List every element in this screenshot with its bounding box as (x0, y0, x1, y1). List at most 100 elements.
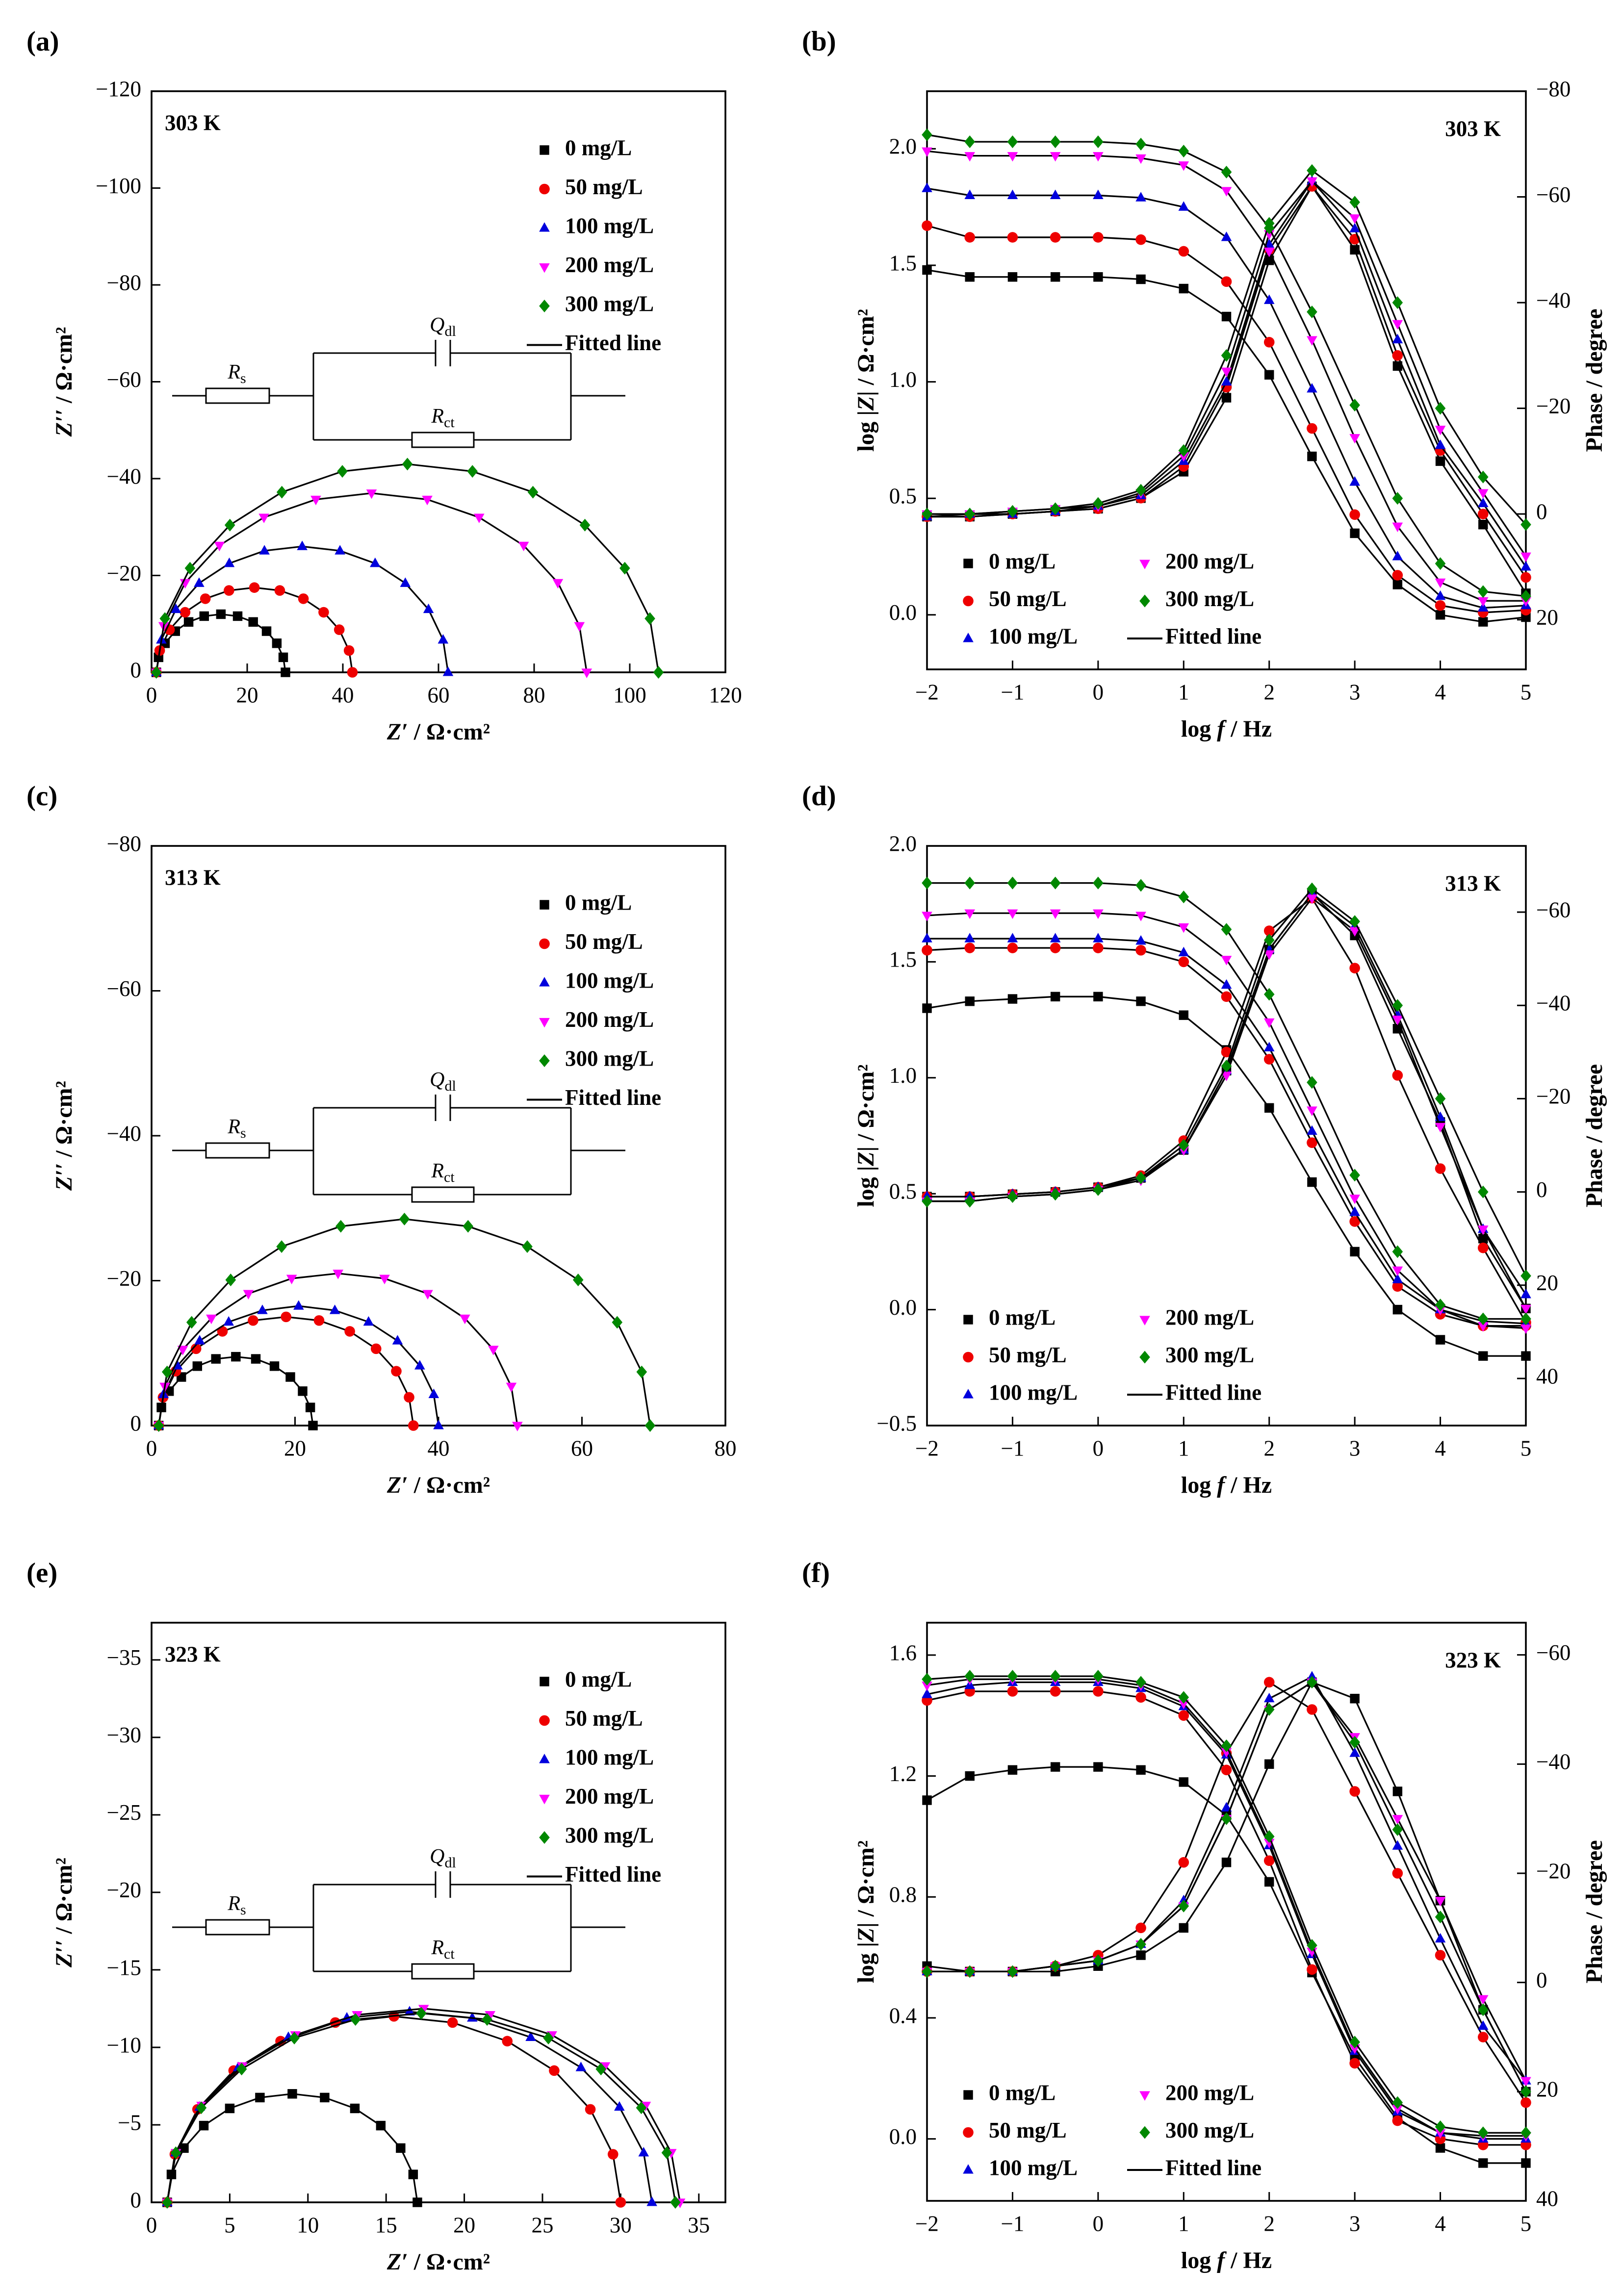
fitted-line (158, 1355, 314, 1426)
panel-label: (f) (802, 1557, 830, 1588)
marker-triangle-up (539, 222, 550, 232)
marker-diamond (402, 458, 413, 471)
marker-circle (1050, 943, 1061, 953)
marker-diamond (1435, 1911, 1446, 1924)
x-tick-label: 0 (1093, 1436, 1104, 1460)
marker-triangle-down (1139, 2091, 1150, 2101)
legend-label: 50 mg/L (989, 587, 1067, 611)
marker-triangle-down (333, 1270, 344, 1279)
y-tick-label: −20 (107, 561, 141, 586)
marker-triangle-down (1050, 152, 1061, 162)
marker-triangle-down (422, 1290, 433, 1300)
marker-circle (1221, 1046, 1232, 1058)
marker-circle (1307, 423, 1317, 434)
marker-square (965, 996, 975, 1006)
x-tick-label: 5 (1520, 680, 1532, 704)
circuit-subscript: dl (445, 323, 456, 339)
marker-circle (1007, 232, 1018, 243)
marker-diamond (964, 135, 976, 149)
marker-square (1264, 370, 1274, 380)
legend-label: 300 mg/L (565, 291, 654, 316)
marker-diamond (337, 465, 348, 478)
y-tick-label: −80 (107, 270, 141, 295)
y-tick-label: 0.0 (889, 1295, 917, 1320)
marker-triangle-down (1221, 367, 1232, 378)
legend-label: Fitted line (1165, 624, 1262, 648)
x-tick-label: 20 (453, 2213, 475, 2237)
marker-triangle-up (414, 1360, 425, 1370)
y-axis-label-part: Z′′ (51, 1940, 77, 1968)
fitted-line (927, 134, 1526, 597)
marker-circle (1178, 956, 1189, 968)
legend-label: Fitted line (565, 331, 661, 355)
marker-triangle-up (423, 603, 434, 613)
marker-square (1179, 1923, 1189, 1933)
marker-diamond (1135, 1172, 1146, 1185)
legend-label: 100 mg/L (565, 1745, 654, 1769)
marker-diamond (1307, 306, 1317, 318)
marker-diamond (1093, 1670, 1104, 1683)
legend-label: 0 mg/L (989, 549, 1056, 573)
marker-triangle-down (1007, 152, 1018, 162)
circuit-label: Rs (227, 361, 246, 386)
marker-square (963, 2090, 973, 2100)
marker-triangle-up (1392, 333, 1403, 344)
y-axis-label: Z′′ / Ω·cm² (51, 1858, 77, 1968)
y-axis-label-part: Z (853, 1151, 879, 1166)
marker-diamond (1007, 1190, 1018, 1203)
marker-triangle-up (1435, 439, 1446, 449)
marker-triangle-up (170, 603, 181, 613)
marker-circle (549, 2065, 560, 2076)
marker-circle (963, 1352, 974, 1363)
marker-triangle-up (1007, 189, 1018, 199)
marker-square (211, 1354, 221, 1364)
circuit-wire (172, 1094, 626, 1196)
circuit-symbol: R (431, 1937, 444, 1959)
marker-square (183, 617, 194, 627)
marker-diamond (1392, 1245, 1403, 1258)
marker-circle (281, 1311, 292, 1323)
marker-square (1050, 272, 1060, 282)
marker-triangle-down (1307, 1106, 1317, 1116)
marker-circle (334, 624, 345, 635)
x-axis-label-part: log (1181, 1472, 1217, 1498)
marker-square (1007, 272, 1018, 282)
y-axis-label-part: | / Ω·cm² (853, 1064, 879, 1151)
y2-tick-label: −60 (1536, 1640, 1571, 1665)
marker-square (285, 1372, 295, 1382)
marker-diamond (539, 1831, 550, 1844)
marker-triangle-down (1135, 912, 1146, 921)
marker-circle (1178, 1710, 1189, 1721)
x-tick-label: 30 (610, 2213, 632, 2237)
circuit-subscript: dl (445, 1078, 456, 1094)
marker-circle (922, 944, 932, 956)
marker-square (1435, 1335, 1445, 1345)
circuit-wire (172, 339, 626, 441)
marker-circle (1349, 2058, 1360, 2069)
marker-triangle-down (485, 2011, 496, 2021)
marker-square (1478, 2158, 1488, 2168)
marker-triangle-up (1349, 223, 1360, 232)
legend-label: 200 mg/L (1165, 549, 1254, 573)
y-tick-label: 2.0 (889, 134, 917, 159)
marker-circle (1178, 1857, 1189, 1868)
marker-diamond (196, 2101, 207, 2115)
x-tick-label: 15 (375, 2213, 397, 2237)
marker-triangle-down (1520, 1324, 1531, 1334)
marker-triangle-down (1307, 177, 1317, 187)
marker-triangle-down (1178, 161, 1189, 171)
marker-triangle-down (1178, 1700, 1189, 1709)
legend-label: 0 mg/L (565, 890, 632, 915)
marker-diamond (399, 1212, 410, 1225)
marker-circle (607, 2149, 618, 2160)
y-axis-label: log |Z| / Ω·cm² (853, 1064, 879, 1207)
legend-label: 50 mg/L (565, 1706, 643, 1731)
marker-triangle-up (1263, 1042, 1275, 1051)
marker-diamond (1349, 196, 1360, 209)
marker-square (1521, 2158, 1531, 2168)
marker-circle (1392, 1281, 1403, 1292)
marker-diamond (1263, 217, 1275, 230)
marker-triangle-down (243, 1290, 254, 1300)
marker-square (192, 1361, 203, 1371)
y-tick-label: 0 (130, 2188, 142, 2212)
